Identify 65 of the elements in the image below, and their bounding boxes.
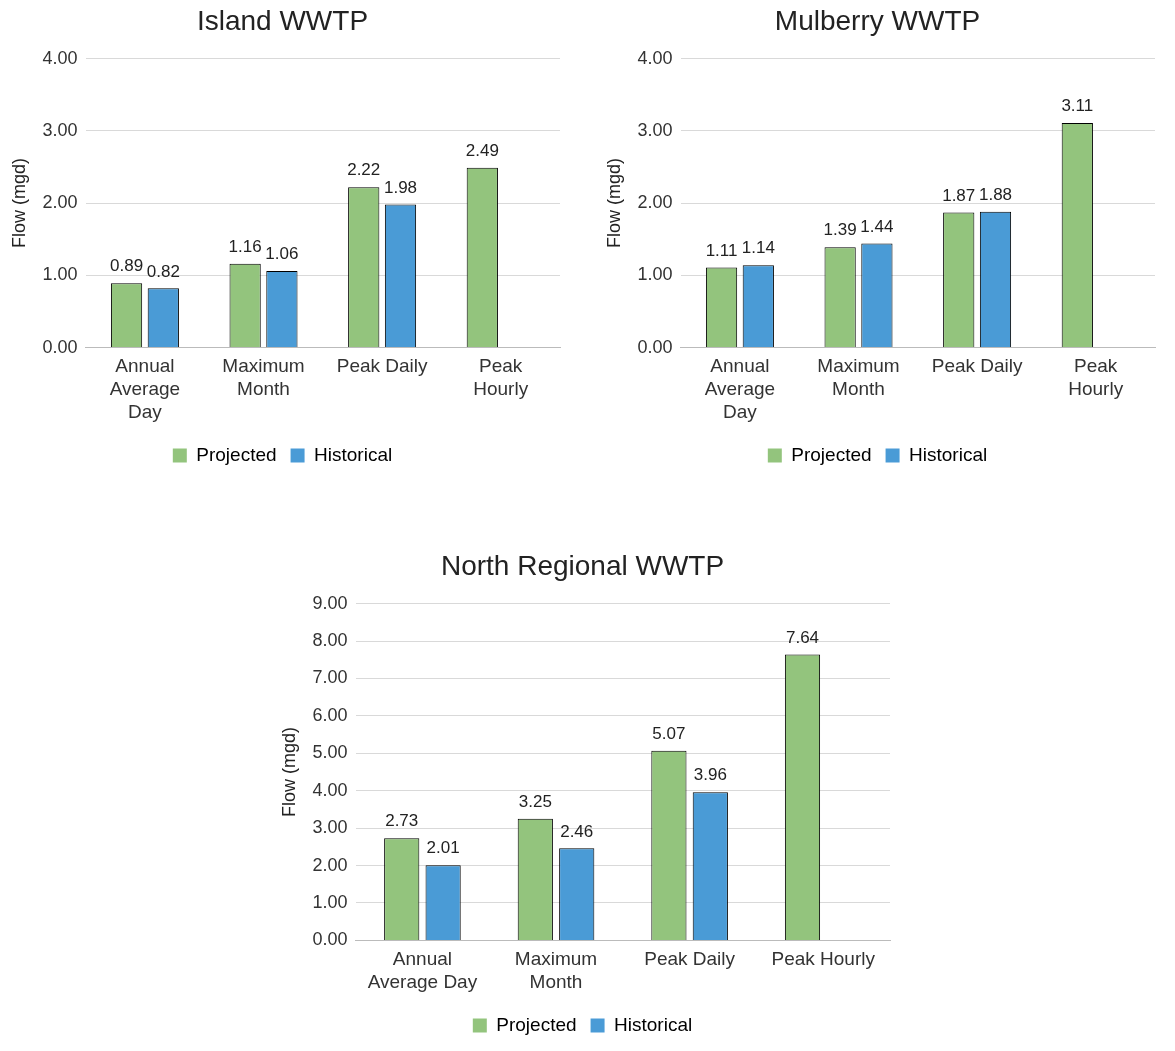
y-tick-label: 4.00 bbox=[42, 47, 78, 68]
x-tick-label: Peak Hourly bbox=[1068, 355, 1124, 400]
y-tick-label: 2.00 bbox=[312, 854, 348, 875]
data-label: 2.73 bbox=[385, 811, 419, 831]
y-tick-label: 0.00 bbox=[312, 929, 348, 950]
legend-label: Projected bbox=[791, 443, 872, 465]
y-tick-label: 2.00 bbox=[637, 192, 673, 213]
y-tick-label: 3.00 bbox=[312, 817, 348, 838]
data-label: 1.44 bbox=[860, 216, 894, 236]
data-label: 2.22 bbox=[347, 160, 381, 180]
data-label: 1.11 bbox=[705, 240, 738, 260]
y-tick-label: 1.00 bbox=[312, 891, 348, 912]
data-label: 1.98 bbox=[383, 177, 418, 197]
data-label: 1.14 bbox=[741, 238, 775, 258]
x-tick-label: Peak Hourly bbox=[473, 355, 529, 400]
y-tick-label: 7.00 bbox=[312, 667, 348, 688]
data-label: 5.07 bbox=[652, 723, 686, 743]
data-label: 2.49 bbox=[465, 140, 499, 160]
data-label: 1.88 bbox=[978, 184, 1013, 204]
x-tick-label: Annual Average Day bbox=[704, 355, 776, 422]
y-tick-label: 4.00 bbox=[312, 779, 348, 800]
x-tick-label: Maximum Month bbox=[514, 948, 598, 992]
legend-label: Historical bbox=[614, 1013, 693, 1035]
data-label: 0.89 bbox=[110, 256, 144, 276]
data-label: 3.25 bbox=[518, 791, 552, 811]
chart-title: Island WWTP bbox=[196, 4, 369, 36]
y-tick-label: 9.00 bbox=[312, 592, 348, 613]
legend-label: Historical bbox=[314, 443, 393, 465]
y-tick-label: 6.00 bbox=[312, 704, 348, 725]
y-tick-label: 8.00 bbox=[312, 629, 348, 650]
x-tick-label: Annual Average Day bbox=[109, 355, 181, 422]
data-label: 2.46 bbox=[560, 821, 594, 841]
data-label: 7.64 bbox=[785, 627, 820, 647]
y-tick-label: 3.00 bbox=[637, 119, 673, 140]
x-tick-label: Peak Daily bbox=[644, 948, 736, 970]
y-tick-label: 3.00 bbox=[42, 119, 78, 140]
data-label: 1.16 bbox=[228, 236, 262, 256]
x-tick-label: Maximum Month bbox=[222, 355, 305, 400]
legend-label: Projected bbox=[496, 1013, 577, 1035]
data-label: 3.11 bbox=[1061, 96, 1094, 116]
data-label: 1.39 bbox=[823, 220, 857, 240]
y-tick-label: 1.00 bbox=[42, 264, 78, 285]
chart-title: Mulberry WWTP bbox=[774, 4, 981, 36]
x-tick-label: Peak Daily bbox=[931, 355, 1024, 377]
legend-label: Historical bbox=[909, 443, 988, 465]
data-label: 1.06 bbox=[265, 244, 299, 264]
y-tick-label: 0.00 bbox=[637, 336, 673, 357]
y-axis-title: Flow (mgd) bbox=[278, 726, 299, 818]
data-label: 1.87 bbox=[942, 185, 976, 205]
y-tick-label: 4.00 bbox=[637, 47, 673, 68]
y-axis-title: Flow (mgd) bbox=[8, 158, 29, 249]
x-tick-label: Peak Hourly bbox=[771, 948, 876, 970]
x-tick-label: Annual Average Day bbox=[367, 948, 478, 992]
x-tick-label: Maximum Month bbox=[817, 355, 900, 400]
y-tick-label: 1.00 bbox=[637, 264, 673, 285]
x-tick-label: Peak Daily bbox=[336, 355, 429, 377]
y-tick-label: 5.00 bbox=[312, 742, 348, 763]
data-label: 2.01 bbox=[426, 838, 460, 858]
y-tick-label: 2.00 bbox=[42, 192, 78, 213]
data-label: 0.82 bbox=[146, 261, 180, 281]
chart-title: North Regional WWTP bbox=[440, 549, 725, 581]
y-axis-title: Flow (mgd) bbox=[603, 158, 624, 249]
data-label: 3.96 bbox=[693, 765, 727, 785]
y-tick-label: 0.00 bbox=[42, 336, 78, 357]
legend-label: Projected bbox=[196, 443, 277, 465]
